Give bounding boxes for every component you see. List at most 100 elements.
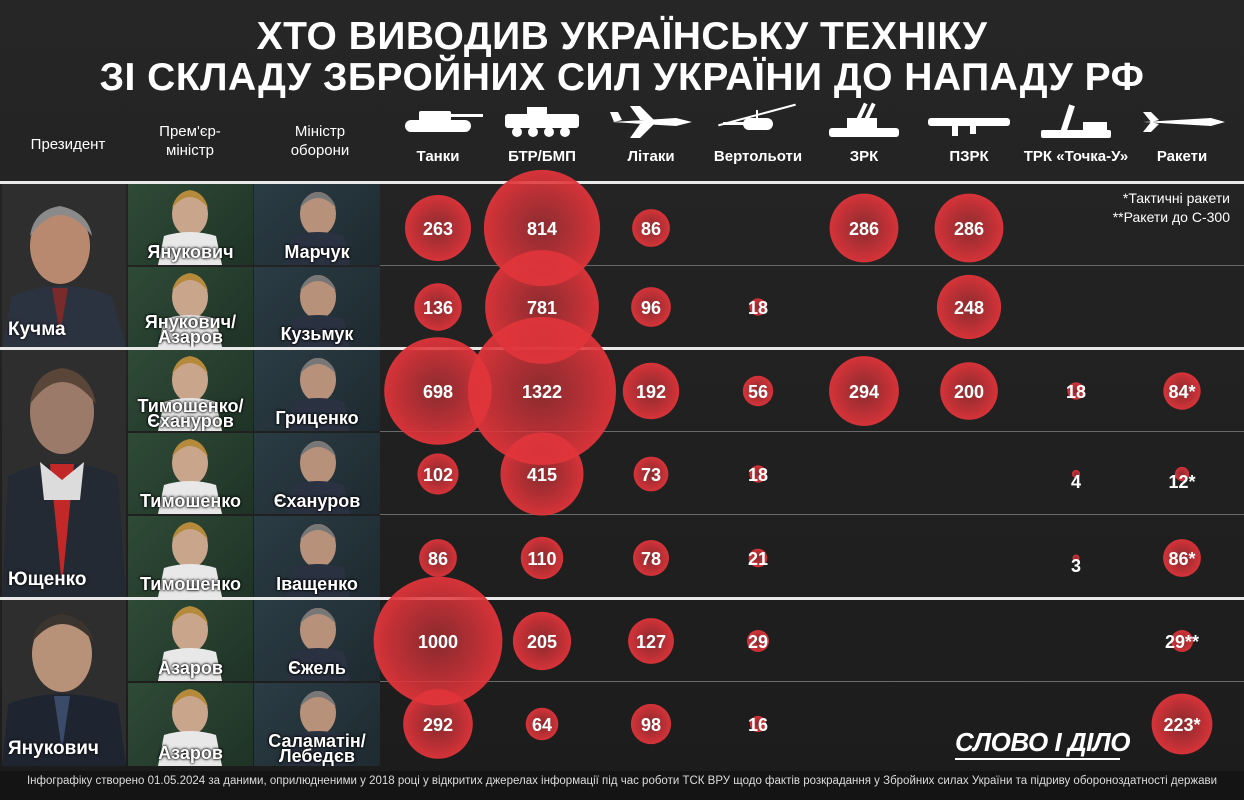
- bubble-label: 78: [641, 549, 661, 569]
- bubble-label: 21: [748, 549, 768, 569]
- row-divider: [380, 431, 1244, 432]
- bubble: [631, 287, 671, 327]
- bubble-label: 4: [1071, 472, 1081, 492]
- bubble: [1151, 693, 1213, 755]
- bubble-label: 136: [423, 298, 453, 318]
- pm-name: Тимошенко: [139, 491, 242, 511]
- bubble-label: 16: [748, 715, 768, 735]
- bubble-label: 110: [527, 549, 556, 569]
- minister-cell: Єхануров: [254, 433, 380, 514]
- bubble: [749, 298, 767, 316]
- bubble-label: 64: [532, 715, 552, 735]
- bubble: [414, 283, 462, 331]
- header-category: БТР/БМП: [508, 148, 576, 165]
- bubble: [633, 456, 669, 492]
- bubble: [1171, 630, 1193, 652]
- bubble-label: 205: [527, 632, 557, 652]
- bubble-label: 86*: [1168, 549, 1195, 569]
- bubble: [748, 548, 768, 568]
- bubble: [749, 715, 767, 733]
- note-s300: **Ракети до С-300: [1112, 209, 1230, 225]
- pm-cell: Тимошенко: [128, 516, 253, 597]
- bubble-label: 86: [428, 549, 448, 569]
- bubble-label: 294: [849, 382, 879, 402]
- manpads-icon: [924, 100, 1014, 142]
- portrait-yanukovych: [2, 614, 126, 766]
- bubble: [520, 536, 564, 580]
- pm-name: Азаров: [158, 658, 223, 678]
- minister-cell: Саламатін/ Лебедєв: [254, 683, 380, 766]
- sam-system-icon: [819, 100, 909, 142]
- separator-yushchenko: [0, 347, 1244, 350]
- portrait-minister: [286, 192, 350, 265]
- bubble-label: 18: [1066, 382, 1086, 402]
- row-divider: [380, 514, 1244, 515]
- header-category: ЗРК: [849, 148, 879, 165]
- bubble-label: 127: [636, 632, 666, 652]
- row-divider: [380, 265, 1244, 266]
- bubble: [632, 209, 670, 247]
- bubble-label: 18: [748, 298, 768, 318]
- minister-name: Єхануров: [273, 491, 361, 511]
- minister-name: Кузьмук: [280, 324, 354, 344]
- bubble-label: 96: [641, 298, 661, 318]
- bubble-label: 1000: [418, 632, 458, 652]
- minister-cell: Іващенко: [254, 516, 380, 597]
- president-cell-yushchenko: Ющенко: [2, 350, 126, 597]
- bubble: [525, 707, 559, 741]
- logo: СЛОВО І ДІЛО: [955, 727, 1130, 757]
- header-category: ТРК «Точка-У»: [1023, 148, 1129, 165]
- portrait-pm: [158, 689, 222, 766]
- portrait-pm: [158, 439, 222, 514]
- minister-name: Марчук: [284, 242, 350, 262]
- portrait-pm: [158, 606, 222, 681]
- president-name: Янукович: [8, 738, 99, 759]
- bubble-label: 56: [748, 382, 768, 402]
- pm-cell: Янукович: [128, 184, 253, 265]
- tochka-u-icon: [1031, 100, 1121, 142]
- note-tactical: *Тактичні ракети: [1122, 190, 1230, 206]
- portrait-pm: [158, 356, 222, 431]
- portrait-kuchma: [2, 206, 126, 347]
- separator-kuchma: [0, 181, 1244, 184]
- bubble-label: 86: [641, 219, 661, 239]
- minister-cell: Єжель: [254, 600, 380, 681]
- bubble-label: 286: [849, 219, 879, 239]
- bubble-label: 98: [641, 715, 661, 735]
- bubble-label: 102: [423, 465, 453, 485]
- bubble: [742, 375, 774, 407]
- header-category: Вертольоти: [713, 148, 803, 165]
- bubble: [417, 453, 459, 495]
- bubble: [373, 576, 503, 706]
- pm-name: Янукович: [147, 242, 234, 262]
- minister-cell: Марчук: [254, 184, 380, 265]
- bubble: [384, 337, 492, 445]
- bubble-label: 29: [748, 632, 768, 652]
- bubble-label: 1322: [522, 382, 562, 402]
- bubble: [829, 193, 899, 263]
- president-cell-yanukovych: Янукович: [2, 600, 126, 766]
- minister-name: Єжель: [288, 658, 346, 678]
- bubble: [1067, 382, 1085, 400]
- bubble: [405, 195, 471, 261]
- bubble: [829, 356, 899, 426]
- minister-cell: Гриценко: [254, 350, 380, 431]
- bubble: [934, 193, 1004, 263]
- bubble: [419, 539, 457, 577]
- bubble-label: 200: [954, 382, 984, 402]
- header-pm: Прем'єр- міністр: [159, 123, 221, 159]
- bubble-label: 263: [423, 219, 453, 239]
- pm-cell: Янукович/ Азаров: [128, 267, 253, 347]
- bubble: [633, 540, 669, 576]
- bubble-label: 415: [527, 465, 557, 485]
- bubble-label: 18: [748, 465, 768, 485]
- pm-cell: Тимошенко: [128, 433, 253, 514]
- bubble-label: 84*: [1168, 382, 1195, 402]
- bubble: [628, 618, 674, 664]
- header-category: Літаки: [627, 148, 675, 165]
- portrait-pm: [158, 190, 222, 265]
- portrait-pm: [158, 522, 222, 597]
- helicopter-icon: [713, 100, 803, 142]
